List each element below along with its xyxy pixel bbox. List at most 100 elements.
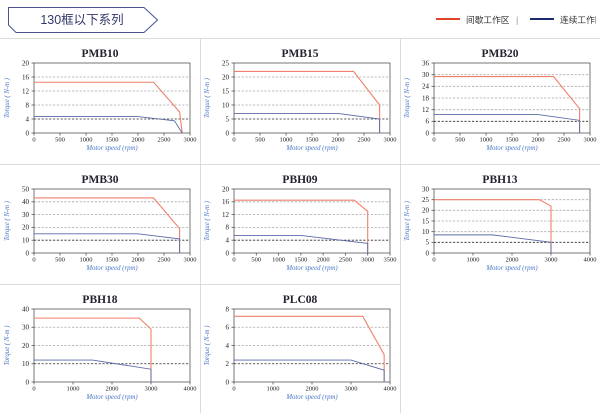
svg-text:PBH18: PBH18 — [82, 294, 117, 306]
svg-text:Torque ( N-m ): Torque ( N-m ) — [204, 77, 211, 118]
svg-text:4: 4 — [26, 115, 30, 123]
svg-text:4000: 4000 — [384, 386, 397, 393]
svg-text:20: 20 — [222, 185, 230, 193]
svg-text:1500: 1500 — [106, 137, 119, 144]
svg-text:18: 18 — [422, 94, 430, 102]
svg-text:0: 0 — [232, 257, 235, 264]
svg-text:36: 36 — [422, 59, 430, 67]
svg-text:连续工作区: 连续工作区 — [560, 14, 596, 25]
svg-text:25: 25 — [422, 196, 430, 204]
svg-text:0: 0 — [426, 249, 430, 257]
svg-text:500: 500 — [255, 137, 265, 144]
svg-text:30: 30 — [22, 324, 30, 332]
svg-text:4: 4 — [226, 342, 230, 350]
svg-text:40: 40 — [22, 198, 30, 206]
svg-text:Motor speed (rpm): Motor speed (rpm) — [85, 394, 138, 401]
svg-text:10: 10 — [422, 228, 430, 236]
svg-text:PMB30: PMB30 — [81, 174, 118, 186]
svg-text:12: 12 — [22, 87, 30, 95]
svg-text:2000: 2000 — [506, 257, 519, 264]
svg-text:500: 500 — [55, 137, 65, 144]
svg-text:1000: 1000 — [467, 257, 480, 264]
svg-text:Torque ( N-m ): Torque ( N-m ) — [204, 325, 211, 366]
svg-text:0: 0 — [432, 257, 435, 264]
svg-text:Motor speed (rpm): Motor speed (rpm) — [285, 145, 338, 152]
svg-text:0: 0 — [432, 137, 435, 144]
svg-text:|: | — [516, 15, 518, 25]
svg-text:16: 16 — [22, 73, 30, 81]
svg-text:PMB15: PMB15 — [281, 48, 318, 60]
svg-text:2000: 2000 — [317, 257, 330, 264]
svg-text:2500: 2500 — [358, 137, 371, 144]
svg-text:2500: 2500 — [558, 137, 571, 144]
svg-text:3000: 3000 — [384, 137, 397, 144]
svg-text:3000: 3000 — [145, 386, 158, 393]
svg-text:Motor speed (rpm): Motor speed (rpm) — [485, 265, 538, 272]
svg-text:Motor speed (rpm): Motor speed (rpm) — [285, 394, 338, 401]
svg-text:Torque ( N-m ): Torque ( N-m ) — [4, 200, 11, 241]
svg-text:1500: 1500 — [106, 257, 119, 264]
svg-text:10: 10 — [222, 101, 230, 109]
svg-text:50: 50 — [22, 185, 30, 193]
svg-text:6: 6 — [426, 118, 430, 126]
svg-text:16: 16 — [222, 198, 230, 206]
svg-text:1000: 1000 — [272, 257, 285, 264]
svg-text:500: 500 — [251, 257, 261, 264]
svg-text:0: 0 — [32, 137, 35, 144]
svg-text:0: 0 — [32, 257, 35, 264]
svg-text:3000: 3000 — [184, 137, 197, 144]
svg-text:1000: 1000 — [480, 137, 493, 144]
svg-text:8: 8 — [226, 305, 230, 313]
svg-text:3000: 3000 — [584, 137, 597, 144]
svg-text:Motor speed (rpm): Motor speed (rpm) — [85, 145, 138, 152]
svg-text:1000: 1000 — [80, 257, 93, 264]
svg-text:4: 4 — [226, 237, 230, 245]
svg-text:1000: 1000 — [280, 137, 293, 144]
svg-text:Torque ( N-m ): Torque ( N-m ) — [404, 200, 411, 241]
svg-text:2500: 2500 — [158, 257, 171, 264]
svg-text:PBH13: PBH13 — [482, 174, 517, 186]
svg-text:3000: 3000 — [361, 257, 374, 264]
svg-text:0: 0 — [226, 129, 230, 137]
svg-text:2000: 2000 — [132, 257, 145, 264]
svg-text:20: 20 — [222, 73, 230, 81]
svg-text:Torque ( N-m ): Torque ( N-m ) — [4, 325, 11, 366]
svg-text:1500: 1500 — [294, 257, 307, 264]
svg-text:PBH09: PBH09 — [282, 174, 317, 186]
svg-text:PLC08: PLC08 — [283, 294, 318, 306]
svg-text:1500: 1500 — [506, 137, 519, 144]
svg-text:6: 6 — [226, 324, 230, 332]
svg-text:30: 30 — [22, 211, 30, 219]
svg-text:0: 0 — [26, 129, 30, 137]
svg-text:0: 0 — [226, 249, 230, 257]
svg-text:25: 25 — [222, 59, 230, 67]
svg-text:3000: 3000 — [345, 386, 358, 393]
svg-text:2000: 2000 — [332, 137, 345, 144]
svg-text:1000: 1000 — [267, 386, 280, 393]
svg-text:2000: 2000 — [106, 386, 119, 393]
svg-text:2500: 2500 — [339, 257, 352, 264]
svg-text:40: 40 — [22, 305, 30, 313]
svg-text:PMB20: PMB20 — [481, 48, 518, 60]
svg-text:500: 500 — [455, 137, 465, 144]
svg-text:20: 20 — [22, 224, 30, 232]
svg-text:2500: 2500 — [158, 137, 171, 144]
svg-text:2000: 2000 — [306, 386, 319, 393]
svg-text:Motor speed (rpm): Motor speed (rpm) — [285, 265, 338, 272]
svg-text:30: 30 — [422, 71, 430, 79]
svg-text:8: 8 — [26, 101, 30, 109]
svg-text:2000: 2000 — [532, 137, 545, 144]
svg-text:0: 0 — [32, 386, 35, 393]
svg-text:30: 30 — [422, 185, 430, 193]
svg-text:间歇工作区: 间歇工作区 — [466, 14, 510, 25]
svg-text:PMB10: PMB10 — [81, 48, 118, 60]
svg-text:0: 0 — [232, 137, 235, 144]
svg-text:20: 20 — [22, 342, 30, 350]
svg-text:8: 8 — [226, 224, 230, 232]
svg-text:Torque ( N-m ): Torque ( N-m ) — [204, 200, 211, 241]
svg-text:0: 0 — [26, 378, 30, 386]
svg-text:15: 15 — [222, 87, 230, 95]
svg-text:Motor speed (rpm): Motor speed (rpm) — [485, 145, 538, 152]
svg-text:0: 0 — [426, 129, 430, 137]
svg-text:20: 20 — [422, 207, 430, 215]
